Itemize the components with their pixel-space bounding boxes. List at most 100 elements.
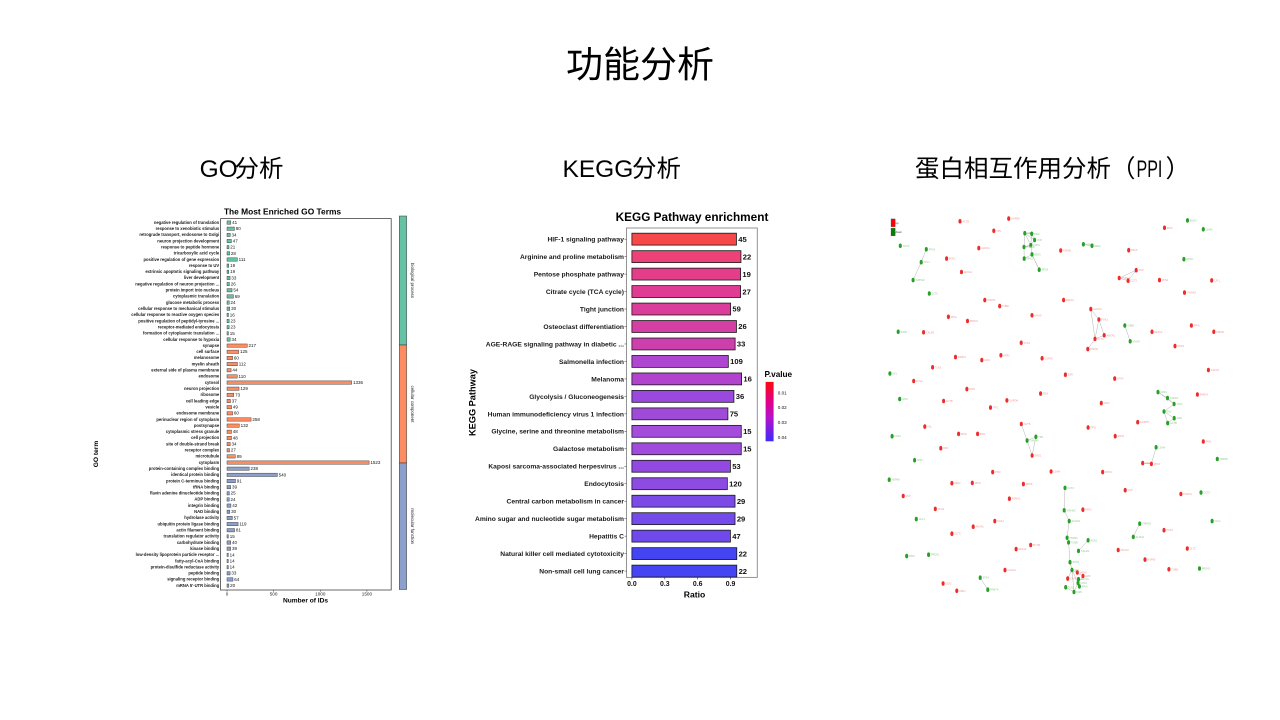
svg-text:PKM: PKM <box>1167 227 1172 230</box>
svg-text:1000: 1000 <box>315 591 326 596</box>
svg-text:47: 47 <box>732 532 740 541</box>
svg-text:SOD1: SOD1 <box>1177 345 1184 348</box>
svg-text:Citrate cycle (TCA cycle): Citrate cycle (TCA cycle) <box>546 289 624 296</box>
svg-text:119: 119 <box>239 522 247 527</box>
svg-text:FLNA: FLNA <box>916 380 923 383</box>
svg-text:MSN: MSN <box>961 433 967 436</box>
svg-text:RPS3: RPS3 <box>1026 483 1033 486</box>
svg-text:0: 0 <box>226 591 229 596</box>
svg-text:19: 19 <box>230 263 236 268</box>
svg-text:LDHA: LDHA <box>1206 228 1213 231</box>
svg-text:ANXA2: ANXA2 <box>1121 549 1130 552</box>
svg-text:0.0: 0.0 <box>627 581 637 588</box>
svg-text:CLTC: CLTC <box>1190 548 1197 551</box>
svg-text:19: 19 <box>230 269 236 274</box>
svg-text:125: 125 <box>240 349 248 354</box>
svg-text:response to xenobiotic stimulu: response to xenobiotic stimulus <box>156 226 220 231</box>
svg-text:64: 64 <box>234 577 240 582</box>
svg-text:VCP: VCP <box>906 495 911 498</box>
svg-text:neuron projection: neuron projection <box>184 386 220 391</box>
svg-text:identical protein binding: identical protein binding <box>171 472 220 477</box>
svg-text:receptor-mediated endocytosis: receptor-mediated endocytosis <box>158 324 220 329</box>
svg-text:CAPZA: CAPZA <box>1070 578 1079 581</box>
svg-text:24: 24 <box>231 497 237 502</box>
svg-text:27: 27 <box>231 448 237 453</box>
svg-text:glucose metabolic process: glucose metabolic process <box>166 300 220 305</box>
svg-text:RPS3: RPS3 <box>1042 269 1049 272</box>
svg-text:VCP: VCP <box>1139 269 1144 272</box>
svg-text:59: 59 <box>732 305 740 314</box>
svg-text:KEGG Pathway enrichment: KEGG Pathway enrichment <box>616 210 769 224</box>
svg-text:CAPZA: CAPZA <box>1045 357 1054 360</box>
svg-text:CLTC: CLTC <box>954 533 961 536</box>
svg-text:CFL1: CFL1 <box>1215 520 1222 523</box>
svg-text:GAPDH: GAPDH <box>1011 218 1020 221</box>
svg-text:CFL1: CFL1 <box>919 518 926 521</box>
svg-text:EZR: EZR <box>980 433 985 436</box>
svg-text:MYH9: MYH9 <box>1034 314 1042 317</box>
svg-text:TPI1: TPI1 <box>996 230 1002 233</box>
svg-text:YWHAZ: YWHAZ <box>916 279 926 282</box>
svg-text:ARF1: ARF1 <box>1003 354 1010 357</box>
svg-text:integrin binding: integrin binding <box>188 503 220 508</box>
svg-text:RAB7A: RAB7A <box>1200 394 1209 397</box>
svg-text:PKM: PKM <box>1206 441 1211 444</box>
svg-text:Hepatitis C: Hepatitis C <box>589 534 624 541</box>
svg-text:LDHA: LDHA <box>1033 244 1040 247</box>
svg-text:21: 21 <box>230 245 236 250</box>
svg-text:GSN: GSN <box>917 459 923 462</box>
svg-text:flavin adenine dinucleotide bi: flavin adenine dinucleotide binding <box>150 491 220 496</box>
svg-text:postsynapse: postsynapse <box>194 423 220 428</box>
svg-text:carbohydrate binding: carbohydrate binding <box>177 540 220 545</box>
svg-text:30: 30 <box>231 306 237 311</box>
svg-text:HSP90: HSP90 <box>1070 537 1079 540</box>
svg-text:SOD1: SOD1 <box>901 331 908 334</box>
svg-text:60: 60 <box>234 411 240 416</box>
svg-text:ANXA2: ANXA2 <box>964 271 973 274</box>
svg-text:0.02: 0.02 <box>778 405 787 410</box>
svg-text:19: 19 <box>742 270 750 279</box>
svg-text:neuron projection development: neuron projection development <box>157 238 220 243</box>
svg-text:GSN: GSN <box>902 398 908 401</box>
svg-text:20: 20 <box>230 583 236 588</box>
svg-text:RPS3: RPS3 <box>1105 471 1112 474</box>
svg-text:22: 22 <box>739 549 747 558</box>
svg-text:Arginine and proline metabolis: Arginine and proline metabolism <box>520 254 624 261</box>
svg-text:GDI2: GDI2 <box>946 583 952 586</box>
svg-text:ANXA2: ANXA2 <box>976 526 985 529</box>
svg-text:MSN: MSN <box>969 388 975 391</box>
svg-text:RDX: RDX <box>1043 393 1049 396</box>
svg-text:VCL: VCL <box>927 426 932 429</box>
svg-text:vesicle: vesicle <box>205 404 220 409</box>
svg-text:ACTB: ACTB <box>962 220 969 223</box>
svg-text:GAPDH: GAPDH <box>1030 440 1039 443</box>
svg-text:57: 57 <box>234 515 240 520</box>
svg-text:PSMA1: PSMA1 <box>1012 498 1021 501</box>
svg-text:cytoplasmic stress granule: cytoplasmic stress granule <box>166 429 220 434</box>
svg-text:actin filament binding: actin filament binding <box>176 528 219 533</box>
svg-text:47: 47 <box>233 238 239 243</box>
svg-text:synapse: synapse <box>203 343 220 348</box>
svg-text:34: 34 <box>231 337 237 342</box>
svg-text:33: 33 <box>231 571 237 576</box>
svg-text:30: 30 <box>231 509 237 514</box>
svg-text:0.03: 0.03 <box>778 420 787 425</box>
svg-text:ALDOA: ALDOA <box>1093 308 1102 311</box>
svg-text:peptide binding: peptide binding <box>188 571 219 576</box>
svg-text:34: 34 <box>231 442 237 447</box>
svg-text:HSPA8: HSPA8 <box>1220 458 1229 461</box>
svg-text:129: 129 <box>240 386 248 391</box>
svg-text:ARF1: ARF1 <box>1160 391 1167 394</box>
svg-text:EEF2: EEF2 <box>1145 462 1152 465</box>
svg-text:RPL5: RPL5 <box>975 482 982 485</box>
svg-text:ALDOA: ALDOA <box>1072 520 1081 523</box>
svg-text:RPL5: RPL5 <box>1027 258 1034 261</box>
svg-text:STX4: STX4 <box>983 577 990 580</box>
svg-text:hydrolase activity: hydrolase activity <box>184 515 220 520</box>
svg-text:The Most Enriched GO Terms: The Most Enriched GO Terms <box>224 207 341 217</box>
svg-text:Galactose metabolism: Galactose metabolism <box>553 446 624 453</box>
svg-text:molecular function: molecular function <box>410 508 415 544</box>
svg-text:P.value: P.value <box>765 370 793 379</box>
svg-text:500: 500 <box>270 591 278 596</box>
svg-text:tricarboxylic acid cycle: tricarboxylic acid cycle <box>174 251 220 256</box>
